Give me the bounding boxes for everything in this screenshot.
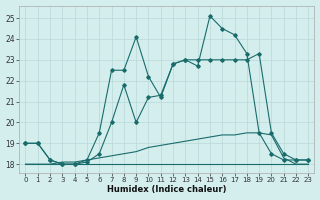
X-axis label: Humidex (Indice chaleur): Humidex (Indice chaleur): [107, 185, 227, 194]
